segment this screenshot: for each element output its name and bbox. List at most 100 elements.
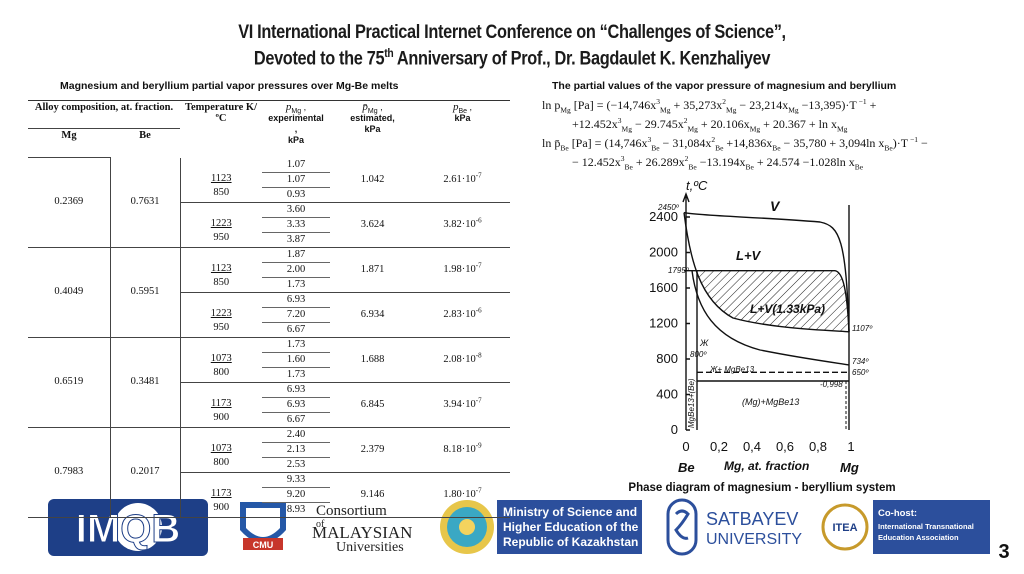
title-text: Devoted to the 75 — [253, 48, 385, 70]
spacer — [181, 338, 263, 352]
satbayev-line: SATBAYEV — [706, 509, 798, 529]
table-row: 6.67 — [28, 321, 510, 338]
pbe-base: 2.08·10 — [443, 353, 476, 365]
pbe-base: 3.82·10 — [443, 218, 476, 230]
cell-exp: 2.13 — [262, 441, 330, 457]
equation-sub: Be — [854, 162, 864, 172]
equation-text: )·T — [892, 136, 909, 150]
spacer — [181, 248, 263, 262]
cell-temperature: 1173 900 — [180, 382, 262, 428]
y-tick-label: 2400 — [649, 209, 678, 224]
satbayev-line: UNIVERSITY — [706, 531, 802, 548]
spacer — [181, 203, 263, 217]
itea-text: ITEA — [832, 522, 857, 534]
cell-pbe: 2.08·10-8 — [415, 337, 510, 383]
temp-k: 1123 — [210, 262, 232, 274]
equation-sup: 3 — [647, 135, 652, 144]
equation-sub: Mg — [726, 105, 737, 115]
cell-exp: 1.87 — [286, 248, 306, 260]
logo-itea: ITEA Co-host: International Transnationa… — [821, 500, 990, 554]
table-row: 2.53 — [28, 456, 510, 473]
cell-exp: 1.07 — [262, 171, 330, 187]
equation-sup: 3 — [656, 97, 661, 106]
pbe-exp: -8 — [475, 351, 482, 359]
diagram-label: Ж — [699, 338, 709, 348]
temp-c: 950 — [213, 321, 230, 333]
satbayev-s — [674, 509, 690, 540]
header-line: kPa — [415, 113, 510, 124]
cell-pbe: 1.80·10-7 — [415, 472, 510, 518]
cell-exp: 6.67 — [262, 321, 330, 338]
cell-temperature: 1073 800 — [180, 337, 263, 383]
equation-sub: Be — [884, 143, 893, 153]
y-tick-label: 1200 — [649, 316, 678, 331]
temp-c: 850 — [213, 276, 230, 288]
logo-satbayev: SATBAYEV UNIVERSITY — [666, 498, 802, 556]
table-row: 0.7983 0.2017 1073 800 2.40 2.379 8.18·10-9 — [28, 427, 510, 518]
cell-pbe: 2.83·10-6 — [415, 292, 510, 338]
table-row: 2.13 — [28, 441, 510, 457]
diagram-label: Be — [678, 460, 695, 475]
diagram-label: Mg — [840, 460, 859, 475]
pbe-base: 2.61·10 — [443, 173, 476, 185]
equation-sup: −1 — [856, 97, 867, 106]
header-temperature: Temperature K/ºC — [184, 102, 258, 124]
equation-text: − 31,084x — [659, 136, 712, 150]
itea-ring — [821, 503, 869, 551]
table-row: 1173 900 6.93 6.845 3.94·10-7 — [28, 382, 510, 428]
table-row: 0.2369 0.7631 1123 850 1.07 1.042 2.61·10-7 — [28, 157, 510, 248]
pbe-base: 8.18·10 — [443, 443, 476, 455]
diagram-label: -0,998 — [820, 380, 843, 389]
cell-est: 6.934 — [330, 292, 415, 338]
ministry-line: Republic of Kazakhstan — [503, 535, 638, 549]
equation-line: ln p̄Be [Pa] = (14,746x3Be − 31,084x2Be … — [542, 134, 928, 153]
header-be: Be — [139, 130, 151, 141]
pbe-base: 1.80·10 — [443, 488, 476, 500]
cell-exp: 6.93 — [286, 383, 306, 395]
equation-text: + 26.289x — [632, 155, 685, 169]
cell-est: 1.871 — [330, 247, 415, 293]
diagram-label: 734º — [852, 357, 869, 366]
cell-exp: 1.07 — [286, 158, 306, 170]
equation-text: + 24.574 −1.028ln x — [753, 155, 855, 169]
consortium-line: of — [316, 519, 325, 530]
y-tick-label: 400 — [656, 387, 678, 402]
table-row: 1173 900 9.33 9.146 1.80·10-7 — [28, 472, 510, 518]
equations: ln pMg [Pa] = (−14,746x3Mg + 35,273x2Mg … — [542, 96, 928, 172]
temp-k: 1173 — [210, 487, 232, 499]
y-tick-label: 2000 — [649, 245, 678, 260]
equation-sub: Be — [560, 143, 569, 153]
cell-temperature: 1223 950 — [180, 292, 262, 338]
header-est: p̄Mg , estimated, kPa — [330, 101, 415, 158]
cell-est: 1.042 — [330, 157, 415, 203]
ministry-line: Higher Education of the — [503, 520, 639, 534]
equation-sup: 2 — [722, 97, 726, 106]
header-text: kPa — [287, 135, 304, 145]
tick-marks — [686, 216, 690, 431]
title-line: VI International Practical Internet Conf… — [238, 22, 786, 43]
table-row: 1.73 — [28, 276, 510, 293]
header-mg: Mg — [28, 128, 110, 158]
cell-exp: 2.00 — [262, 261, 330, 277]
header-symbol-line: pBe , — [415, 102, 510, 115]
table-row: 0.6519 0.3481 1073 800 1.73 1.688 2.08·10-8 — [28, 337, 510, 428]
cell-mg: 0.7983 — [28, 427, 111, 518]
table-row: 9.20 — [28, 486, 510, 502]
x-tick-label: 0 — [682, 439, 689, 454]
equation-line: − 12.452x3Be + 26.289x2Be −13.194xBe + 2… — [542, 153, 928, 172]
header-pbe: pBe , kPa — [415, 101, 510, 158]
diagram-label: 650º — [852, 368, 869, 377]
equation-sub: Be — [624, 162, 633, 172]
table-row: 6.93 — [28, 396, 510, 412]
table-caption: Magnesium and beryllium partial vapor pr… — [60, 80, 399, 92]
cell-pbe: 8.18·10-9 — [415, 427, 510, 473]
cohost-line: Education Association — [878, 533, 959, 542]
equation-sub: Mg — [788, 105, 799, 115]
equation-sub: Mg — [660, 105, 671, 115]
table-row: 3.87 — [28, 231, 510, 248]
equation-text: +14,836x — [723, 136, 773, 150]
temp-c: 900 — [213, 411, 230, 423]
equation-text: + 20.367 + ln x — [760, 117, 837, 131]
equation-sup: 3 — [617, 116, 622, 125]
cell-exp: 9.33 — [286, 473, 306, 485]
